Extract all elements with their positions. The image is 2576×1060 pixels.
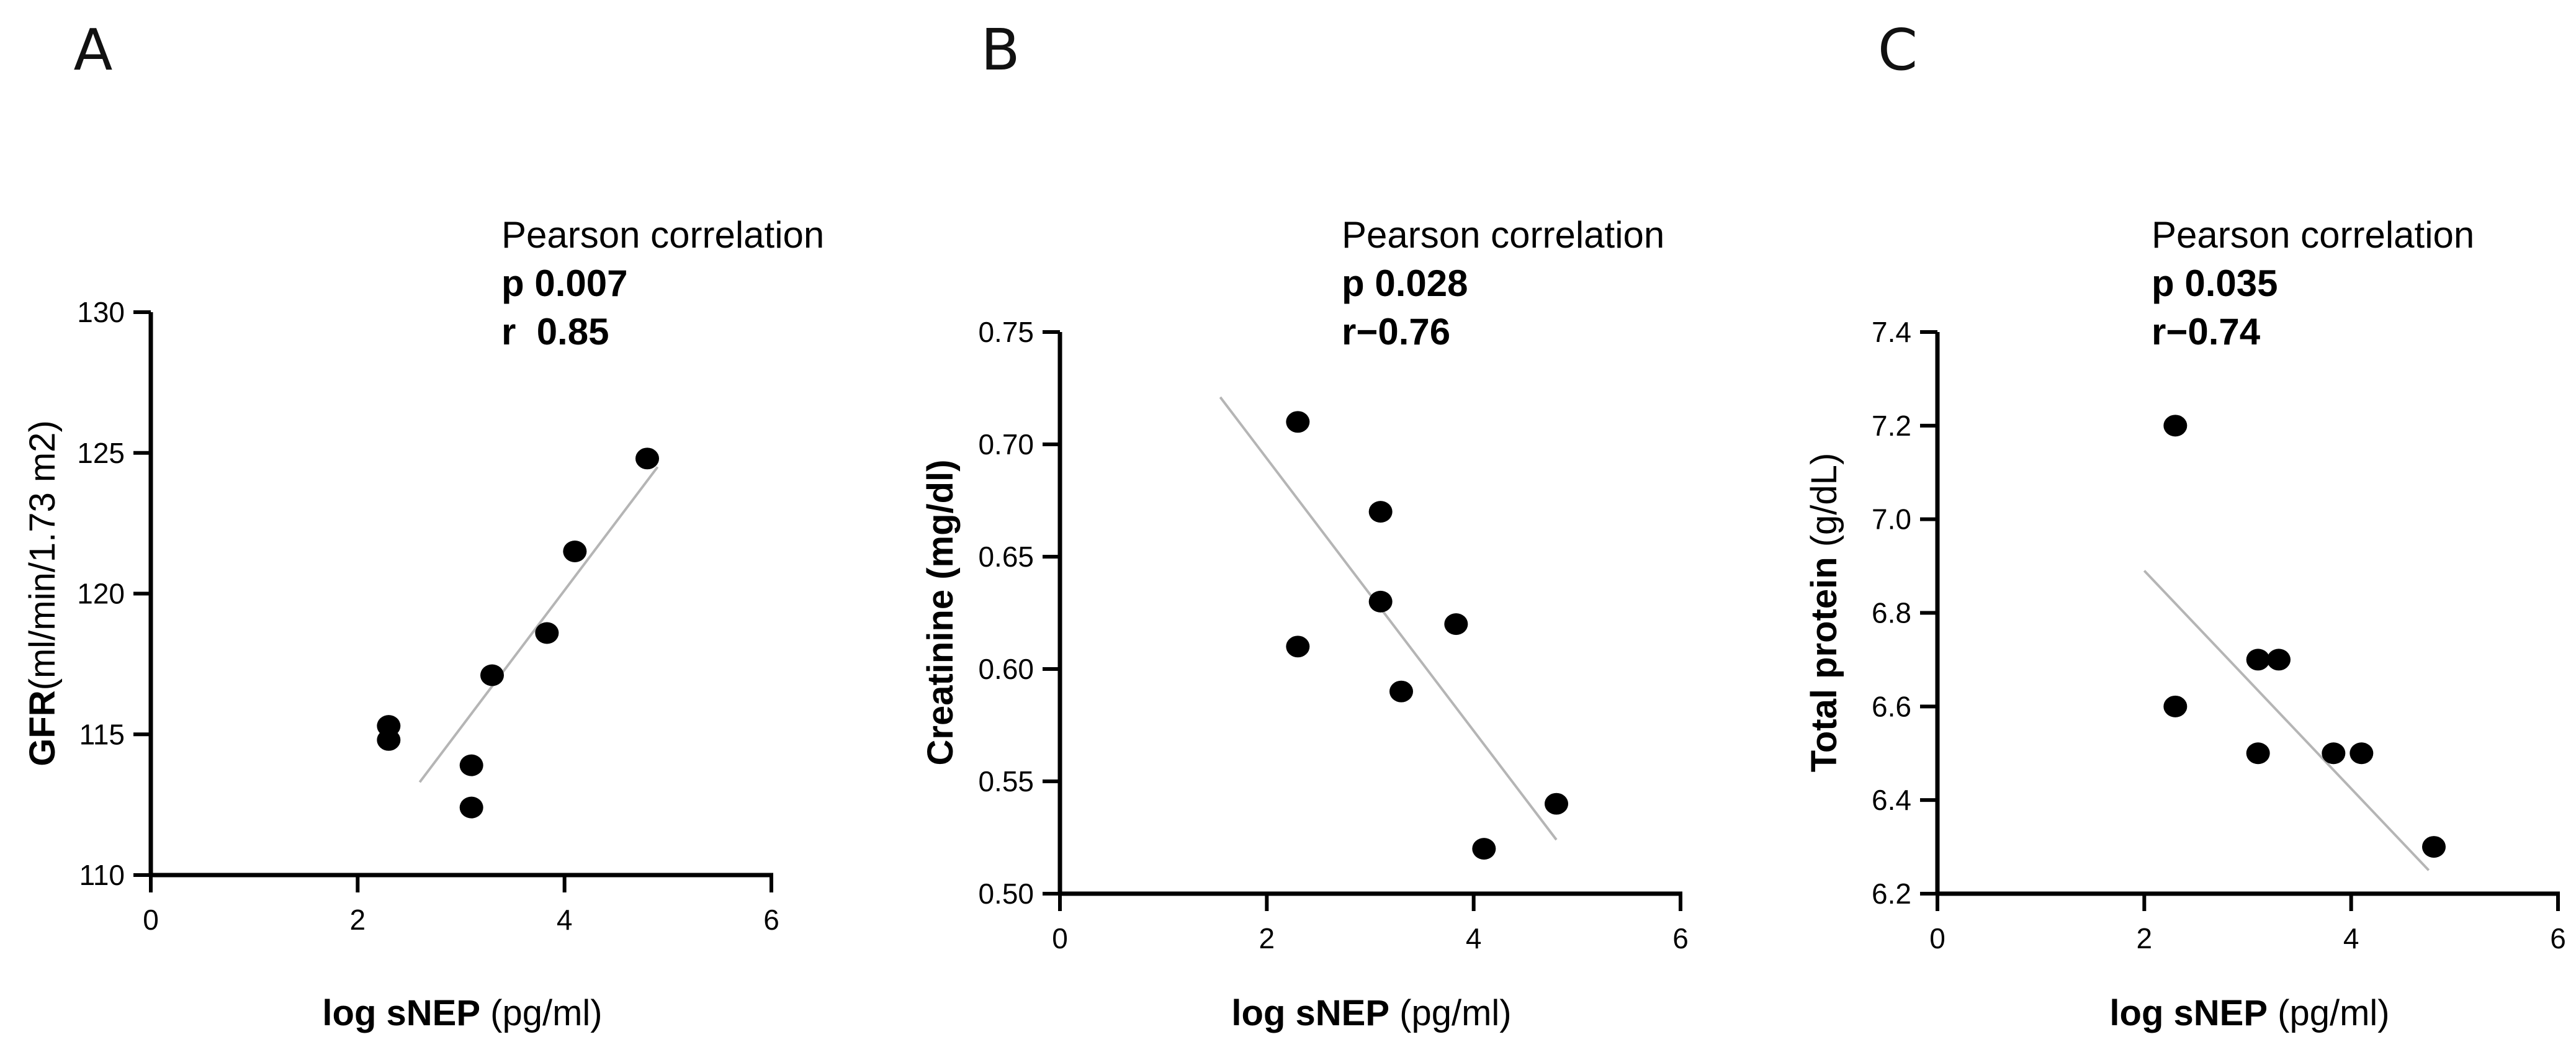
panel-b-stats-title: Pearson correlation bbox=[1342, 214, 1664, 256]
panel-b-x-tick-label: 0 bbox=[1052, 922, 1068, 954]
panel-c-y-tick-label: 6.4 bbox=[1872, 784, 1911, 816]
panel-c-stats-r: r−0.74 bbox=[2152, 311, 2261, 353]
panel-b-data-point bbox=[1472, 838, 1496, 860]
panel-a-data-point bbox=[459, 796, 483, 819]
panel-b-y-tick-label: 0.55 bbox=[978, 765, 1034, 797]
panel-a-letter: A bbox=[74, 17, 113, 83]
panel-c-y-tick-label: 6.2 bbox=[1872, 878, 1911, 910]
panel-b-data-point bbox=[1389, 680, 1413, 703]
panel-c-data-point bbox=[2322, 742, 2346, 765]
panel-b-y-tick-label: 0.70 bbox=[978, 428, 1034, 460]
panel-a-data-point bbox=[635, 447, 659, 470]
panel-c-y-tick-label: 6.8 bbox=[1872, 597, 1911, 629]
panel-b-regression-line bbox=[1219, 396, 1558, 841]
panel-b-data-point bbox=[1286, 411, 1310, 433]
panel-a-x-tick-label: 2 bbox=[350, 904, 366, 936]
panel-b-data-point bbox=[1368, 501, 1393, 523]
panel-c-y-tick-label: 7.0 bbox=[1872, 503, 1911, 536]
panel-a-data-point bbox=[459, 754, 483, 776]
panel-c-y-tick-label: 6.6 bbox=[1872, 690, 1911, 722]
panel-c-data-point bbox=[2422, 836, 2446, 858]
panel-c-x-tick-label: 0 bbox=[1929, 922, 1945, 954]
panel-a-x-axis-label: log sNEP (pg/ml) bbox=[322, 993, 602, 1033]
panel-c-x-tick-label: 2 bbox=[2137, 922, 2153, 954]
panel-a-y-tick-label: 130 bbox=[77, 296, 125, 328]
panel-c-data-point bbox=[2246, 742, 2270, 765]
panel-a-y-tick-label: 125 bbox=[77, 437, 125, 469]
panel-b-letter: B bbox=[981, 17, 1020, 83]
panel-c-stats-title: Pearson correlation bbox=[2152, 214, 2474, 256]
panel-a-stats-r: r 0.85 bbox=[501, 311, 609, 353]
panel-a-x-tick-label: 4 bbox=[557, 904, 573, 936]
panel-c-regression-line bbox=[2143, 570, 2430, 871]
panel-b-data-point bbox=[1545, 793, 1568, 815]
panel-b-x-axis-label: log sNEP (pg/ml) bbox=[1231, 993, 1511, 1033]
panel-a-x-tick-label: 0 bbox=[143, 904, 159, 936]
panel-c-data-point bbox=[2267, 649, 2291, 671]
panel-a-y-tick-label: 120 bbox=[77, 578, 125, 610]
panel-b-x-tick-label: 4 bbox=[1466, 922, 1482, 954]
panel-c-data-point bbox=[2349, 742, 2374, 765]
panel-a-y-axis-label: GFR(ml/min/1.73 m2) bbox=[22, 420, 63, 766]
panel-b-data-point bbox=[1444, 613, 1468, 636]
panel-c-y-tick-label: 7.4 bbox=[1872, 316, 1911, 348]
panel-a: A Pearson correlation p 0.007 r 0.85 0 2 4 6 110… bbox=[22, 17, 824, 1033]
panel-c-stats-p: p 0.035 bbox=[2152, 263, 2278, 304]
panel-a-data-point bbox=[377, 729, 401, 751]
panel-c-letter: C bbox=[1878, 17, 1918, 83]
panel-b-y-tick-label: 0.75 bbox=[978, 316, 1034, 348]
panel-a-y-tick-label: 110 bbox=[79, 859, 125, 891]
panel-a-y-tick-label: 115 bbox=[79, 718, 125, 750]
panel-b-y-tick-label: 0.50 bbox=[978, 878, 1034, 910]
panel-c-y-axis-label: Total protein (g/dL) bbox=[1804, 453, 1844, 773]
panel-b-data-point bbox=[1286, 636, 1310, 658]
panel-a-data-point bbox=[535, 622, 559, 644]
panel-b-y-tick-label: 0.60 bbox=[978, 653, 1034, 685]
panel-a-stats-p: p 0.007 bbox=[501, 263, 627, 304]
panel-b-stats-p: p 0.028 bbox=[1342, 263, 1468, 304]
panel-c-x-tick-label: 6 bbox=[2550, 922, 2566, 954]
panel-a-regression-line bbox=[418, 466, 659, 783]
panel-a-data-point bbox=[563, 540, 587, 562]
panel-a-stats-title: Pearson correlation bbox=[501, 214, 824, 256]
panel-b-stats-r: r−0.76 bbox=[1342, 311, 1450, 353]
panel-c-data-point bbox=[2163, 415, 2188, 437]
panel-b-y-tick-label: 0.65 bbox=[978, 541, 1034, 573]
panel-c-data-point bbox=[2246, 649, 2270, 671]
panel-a-data-point bbox=[480, 664, 504, 686]
panel-c-x-tick-label: 4 bbox=[2343, 922, 2359, 954]
panel-c-data-point bbox=[2163, 695, 2188, 717]
panel-b-x-tick-label: 6 bbox=[1672, 922, 1689, 954]
panel-b-x-tick-label: 2 bbox=[1259, 922, 1275, 954]
panel-c-x-axis-label: log sNEP (pg/ml) bbox=[2109, 993, 2389, 1033]
panel-b-y-axis-label: Creatinine (mg/dl) bbox=[920, 459, 961, 765]
panel-a-x-tick-label: 6 bbox=[763, 904, 779, 936]
panel-c: C Pearson correlation p 0.035 r−0.74 0 2 4 6 6.2… bbox=[1804, 17, 2566, 1033]
panel-c-y-tick-label: 7.2 bbox=[1872, 410, 1911, 442]
panel-b: B Pearson correlation p 0.028 r−0.76 0 2 4 6 0.5… bbox=[920, 17, 1689, 1033]
panel-b-data-point bbox=[1368, 590, 1393, 613]
